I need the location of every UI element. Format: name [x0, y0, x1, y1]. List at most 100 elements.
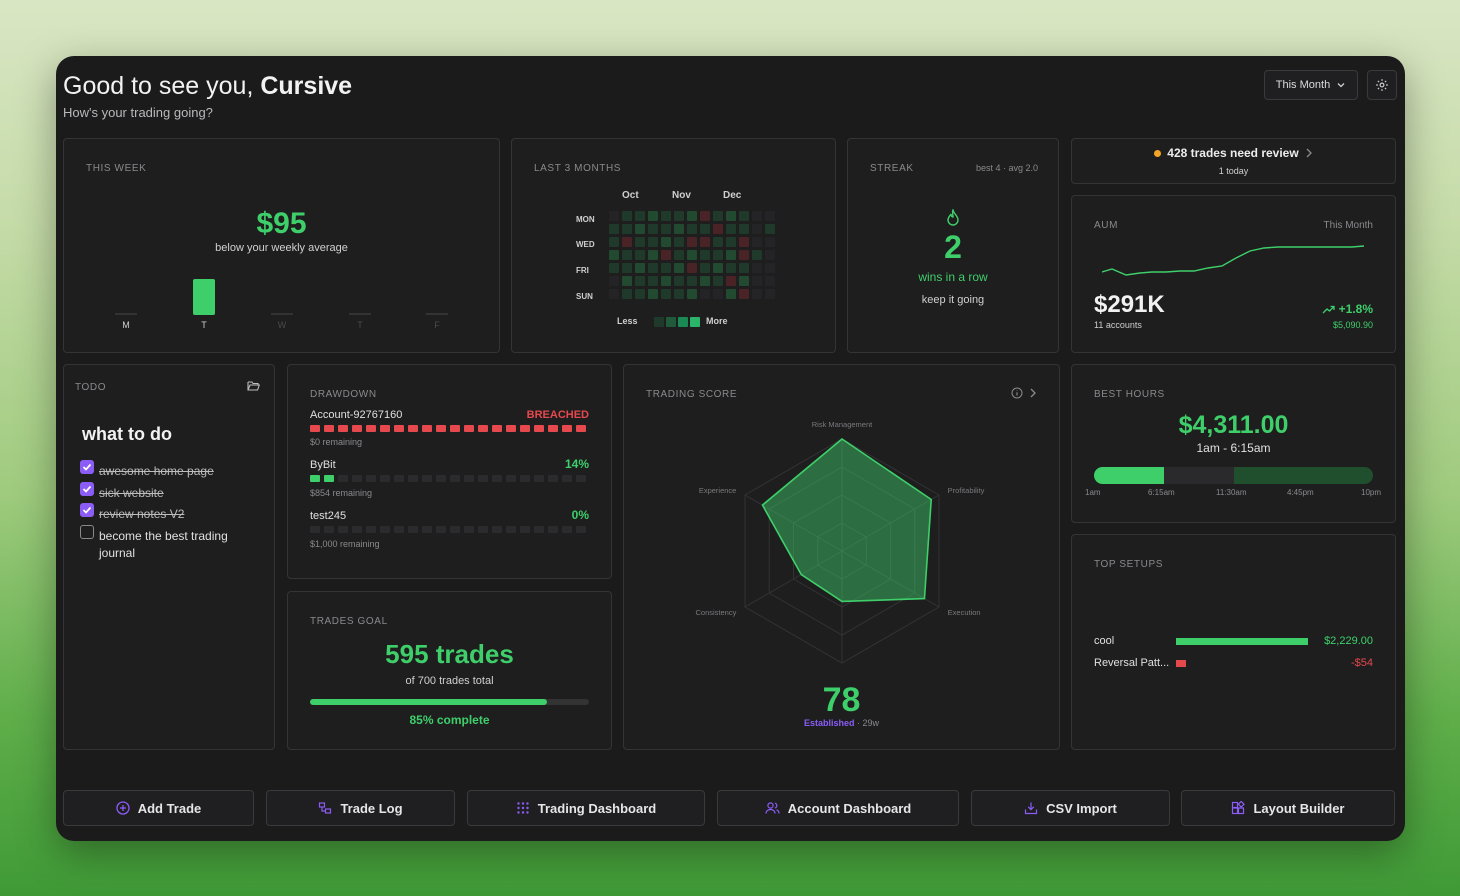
- button-label: Layout Builder: [1253, 800, 1345, 816]
- heatmap-cell: [674, 276, 684, 286]
- heatmap-cell: [609, 237, 619, 247]
- heatmap-cell: [609, 263, 619, 273]
- trade-log-button[interactable]: Trade Log: [266, 790, 455, 826]
- heatmap-cell: [609, 211, 619, 221]
- drawdown-segment: [478, 526, 488, 533]
- heatmap-cell: [713, 276, 723, 286]
- radar-axis-label: Profitability: [948, 486, 985, 495]
- week-bar-baseline: [349, 313, 371, 315]
- review-row: 428 trades need review: [1072, 146, 1395, 160]
- drawdown-segment: [548, 475, 558, 482]
- trading-dashboard-button[interactable]: Trading Dashboard: [467, 790, 705, 826]
- drawdown-segment: [534, 526, 544, 533]
- heatmap-cell: [739, 276, 749, 286]
- radar-axis-label: Experience: [699, 486, 737, 495]
- goal-track: [310, 699, 589, 705]
- row-label: FRI: [576, 266, 589, 275]
- card-title: TRADING SCORE: [646, 389, 738, 400]
- radar-spoke: [841, 550, 940, 608]
- heatmap-cell: [752, 263, 762, 273]
- todo-item: awesome home page: [99, 464, 214, 478]
- aum-value: $291K: [1094, 291, 1165, 318]
- week-day-label: T: [201, 320, 207, 330]
- heatmap-cell: [609, 276, 619, 286]
- radar-axis-label: Risk Management: [812, 420, 873, 429]
- review-sub: 1 today: [1218, 166, 1249, 176]
- add-trade-button[interactable]: Add Trade: [63, 790, 254, 826]
- heatmap-cell: [739, 224, 749, 234]
- review-label: 428 trades need review: [1167, 146, 1299, 160]
- drawdown-segment: [534, 475, 544, 482]
- plus-circle-icon: [116, 801, 130, 815]
- hours-track: [1094, 467, 1373, 484]
- week-bar: [193, 279, 215, 315]
- heatmap-cell: [713, 263, 723, 273]
- period-select[interactable]: This Month: [1264, 70, 1358, 100]
- heatmap-cell: [739, 289, 749, 299]
- card-title: AUM: [1094, 220, 1119, 231]
- greeting: Good to see you, Cursive: [63, 72, 352, 101]
- csv-import-button[interactable]: CSV Import: [971, 790, 1170, 826]
- chevron-right-icon: [1306, 148, 1312, 158]
- todo-checkbox[interactable]: [80, 525, 94, 539]
- card-title: TRADES GOAL: [310, 616, 388, 627]
- heatmap-cell: [700, 250, 710, 260]
- best-hours-card: BEST HOURS $4,311.00 1am - 6:15am 1am 6:…: [1071, 364, 1396, 523]
- drawdown-segment: [492, 425, 502, 432]
- hour-tick: 11:30am: [1216, 488, 1247, 497]
- heatmap-cell: [648, 224, 658, 234]
- account-dashboard-button[interactable]: Account Dashboard: [717, 790, 959, 826]
- button-label: Add Trade: [137, 800, 202, 816]
- folder-open-icon[interactable]: [247, 380, 260, 391]
- card-title: STREAK: [870, 163, 914, 174]
- setup-name: cool: [1094, 635, 1115, 647]
- card-title: TODO: [75, 382, 107, 393]
- account-name: ByBit: [310, 459, 336, 471]
- review-banner[interactable]: 428 trades need review 1 today: [1071, 138, 1396, 184]
- todo-checkbox[interactable]: [80, 482, 94, 496]
- score-value: 78: [822, 681, 861, 719]
- drawdown-segment: [324, 475, 334, 482]
- chevron-right-icon[interactable]: [1029, 388, 1037, 398]
- streak-meta: best 4 · avg 2.0: [975, 163, 1038, 173]
- drawdown-segment: [324, 425, 334, 432]
- heatmap-cell: [765, 289, 775, 299]
- heatmap-cell: [752, 224, 762, 234]
- drawdown-segment: [450, 475, 460, 482]
- todo-item: sick website: [99, 486, 164, 500]
- todo-checkbox[interactable]: [80, 460, 94, 474]
- hours-segment: [1163, 467, 1234, 484]
- heatmap-cell: [661, 250, 671, 260]
- heatmap-card: LAST 3 MONTHS Oct Nov Dec MON WED FRI SU…: [511, 138, 836, 353]
- goal-complete: 85% complete: [409, 713, 490, 727]
- drawdown-segment: [562, 475, 572, 482]
- legend-less: Less: [617, 316, 638, 326]
- drawdown-segment: [338, 425, 348, 432]
- info-icon[interactable]: [1011, 387, 1023, 399]
- layout-builder-button[interactable]: Layout Builder: [1181, 790, 1395, 826]
- goal-value: 595 trades: [385, 639, 514, 669]
- todo-checkbox[interactable]: [80, 503, 94, 517]
- month-label: Nov: [672, 190, 691, 201]
- goal-fill: [310, 699, 548, 705]
- heatmap-cell: [687, 211, 697, 221]
- aum-change-pct: +1.8%: [1338, 302, 1373, 316]
- card-title: LAST 3 MONTHS: [534, 163, 622, 174]
- radar-area: [761, 438, 933, 603]
- heatmap-cell: [687, 289, 697, 299]
- heatmap-cell: [622, 211, 632, 221]
- drawdown-segment: [520, 425, 530, 432]
- heatmap-cell: [700, 237, 710, 247]
- row-label: SUN: [576, 292, 593, 301]
- settings-button[interactable]: [1367, 70, 1397, 100]
- heatmap-cell: [765, 263, 775, 273]
- button-label: Account Dashboard: [787, 800, 912, 816]
- heatmap-cell: [713, 289, 723, 299]
- radar-chart: Risk ManagementProfitabilityExecutionRet…: [695, 420, 985, 664]
- heatmap-cell: [622, 276, 632, 286]
- drawdown-segment: [492, 475, 502, 482]
- heatmap-cell: [635, 250, 645, 260]
- heatmap-cell: [609, 224, 619, 234]
- setup-bar: [1176, 638, 1308, 645]
- todo-item: become the best trading journal: [99, 529, 228, 560]
